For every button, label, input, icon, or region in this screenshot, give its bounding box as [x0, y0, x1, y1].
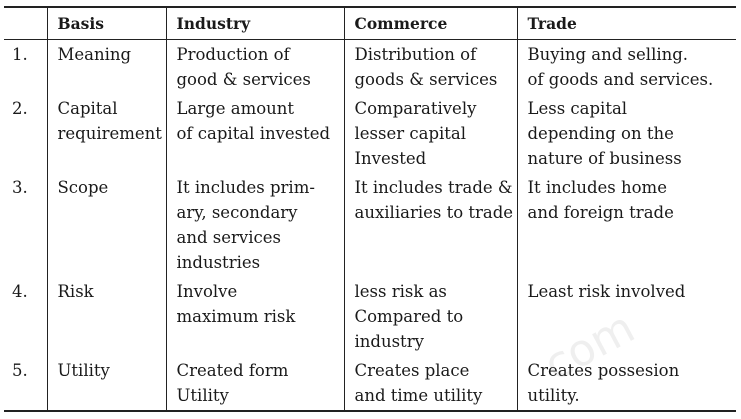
commerce-cell: Creates place and time utility: [343, 358, 517, 412]
row-number: 4.: [12, 282, 28, 301]
header-basis: Basis: [46, 6, 166, 40]
industry-cell: Created form Utility: [165, 358, 344, 412]
row-number: 3.: [12, 178, 28, 197]
table-row: 1. Meaning Production of good & services…: [4, 39, 736, 96]
trade-cell: It includes home and foreign trade: [516, 175, 736, 279]
row-number: 2.: [12, 99, 28, 118]
table-row: 3. Scope It includes prim- ary, secondar…: [4, 175, 736, 279]
industry-cell: It includes prim- ary, secondary and ser…: [165, 175, 344, 279]
trade-cell: Buying and selling. of goods and service…: [516, 39, 736, 96]
basis-cell: Meaning: [46, 39, 166, 96]
basis-cell: Utility: [46, 358, 166, 412]
table-row: 4. Risk Involve maximum risk less risk a…: [4, 279, 736, 358]
table-row: 5. Utility Created form Utility Creates …: [4, 358, 736, 412]
trade-cell: Creates possesion utility.: [516, 358, 736, 412]
commerce-cell: Distribution of goods & services: [343, 39, 517, 96]
commerce-cell: less risk as Compared to industry: [343, 279, 517, 358]
row-number: 1.: [12, 45, 28, 64]
header-row: Basis Industry Commerce Trade: [4, 6, 736, 40]
commerce-cell: It includes trade & auxiliaries to trade: [343, 175, 517, 279]
basis-cell: Risk: [46, 279, 166, 358]
header-commerce: Commerce: [343, 6, 517, 40]
basis-cell: Capital requirement: [46, 96, 166, 175]
row-number: 5.: [4, 358, 47, 412]
table-row: 2. Capital requirement Large amount of c…: [4, 96, 736, 175]
industry-cell: Involve maximum risk: [165, 279, 344, 358]
trade-cell: Less capital depending on the nature of …: [516, 96, 736, 175]
industry-cell: Large amount of capital invested: [165, 96, 344, 175]
header-trade: Trade: [516, 6, 736, 40]
header-industry: Industry: [165, 6, 344, 40]
commerce-cell: Comparatively lesser capital Invested: [343, 96, 517, 175]
industry-cell: Production of good & services: [165, 39, 344, 96]
comparison-table: Basis Industry Commerce Trade 1. Meaning…: [4, 6, 736, 412]
basis-cell: Scope: [46, 175, 166, 279]
trade-cell: Least risk involved: [516, 279, 736, 358]
header-number: [4, 6, 47, 40]
